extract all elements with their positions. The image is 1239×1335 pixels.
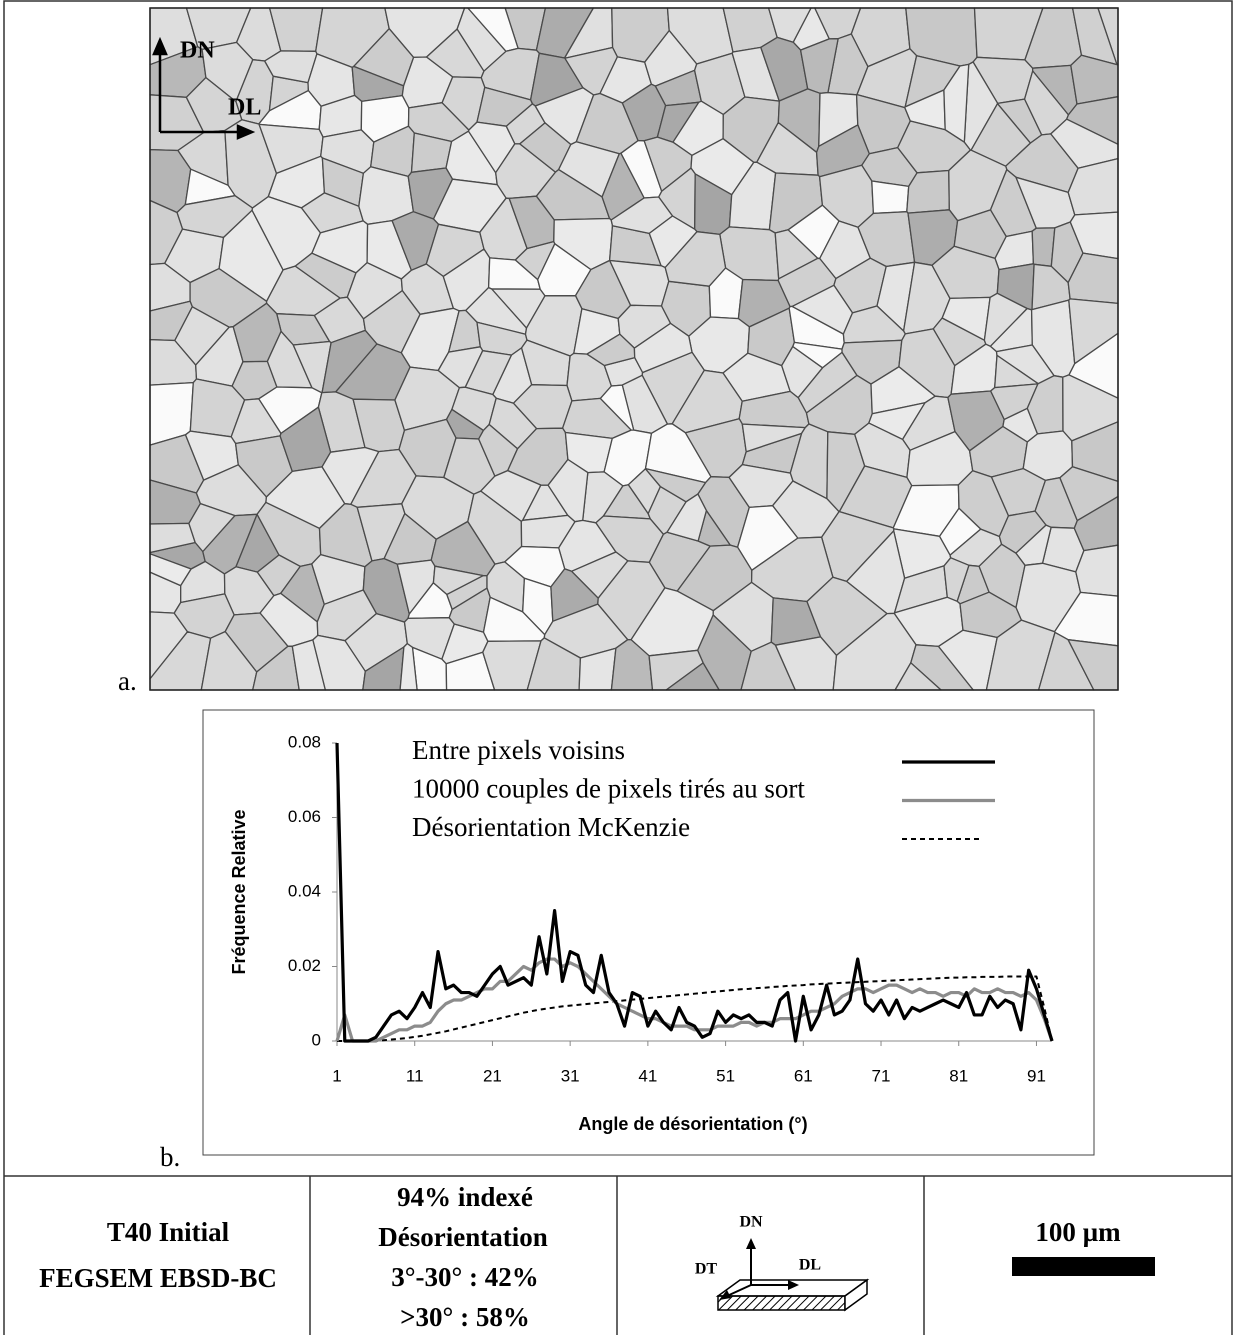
arrow-head (152, 36, 168, 56)
arrow (726, 1284, 752, 1297)
table-cell: FEGSEM EBSD-BC (39, 1263, 277, 1293)
chart: 00.020.040.060.081 11 21 31 41 51 61 71 81 91Angl… (229, 732, 1054, 1134)
slab-face (717, 1295, 846, 1311)
x-tick-label: 81 (949, 1066, 968, 1085)
legend-label: Entre pixels voisins (412, 735, 625, 765)
map-axes (152, 36, 256, 140)
x-tick-label: 1 (332, 1066, 341, 1085)
scale-bar (1012, 1257, 1155, 1276)
grain (871, 180, 910, 215)
sample-frame-icon (715, 1238, 870, 1312)
x-tick-label: 11 (406, 1066, 424, 1085)
chart-frame (202, 709, 1095, 1156)
slab-side (844, 1278, 868, 1312)
arrow-head (719, 1290, 731, 1300)
panel-label: b. (160, 1142, 180, 1172)
info-table (4, 1175, 1232, 1335)
series-line (335, 742, 1054, 1043)
arrow-head (746, 1238, 756, 1249)
axis-label: DN (180, 38, 215, 64)
grain (508, 195, 555, 250)
x-tick-label: 51 (716, 1066, 735, 1085)
table-cell: 3°-30° : 42% (391, 1262, 539, 1292)
outer-frame (3, 0, 1233, 1335)
grain-map (149, 7, 1119, 691)
x-tick-label: 91 (1027, 1066, 1046, 1085)
y-axis-label: Fréquence Relative (229, 809, 249, 974)
grain (633, 322, 693, 374)
table-cell: T40 Initial (107, 1217, 230, 1247)
panel-label: a. (118, 666, 137, 696)
x-axis-label: Angle de désorientation (°) (578, 1114, 807, 1134)
x-tick-label: 41 (638, 1066, 657, 1085)
icon-label: DN (739, 1214, 763, 1231)
y-tick-label: 0.04 (288, 881, 321, 900)
y-tick-label: 0 (312, 1030, 321, 1049)
grain (188, 502, 236, 553)
series-line (335, 957, 1054, 1043)
y-tick-label: 0.06 (288, 807, 321, 826)
y-tick-label: 0.02 (288, 956, 321, 975)
legend-label: 10000 couples de pixels tirés au sort (412, 774, 805, 804)
y-tick-label: 0.08 (288, 732, 321, 751)
grain (990, 383, 1039, 421)
grain (432, 565, 484, 596)
grain (943, 63, 970, 143)
table-cell: >30° : 58% (400, 1302, 530, 1332)
table-cell: Désorientation (378, 1222, 547, 1252)
grain (599, 384, 635, 431)
grain (1070, 54, 1119, 105)
map-frame (149, 7, 1119, 691)
icon-label: DL (799, 1257, 821, 1274)
arrow-head (788, 1280, 799, 1290)
scale-bar-label: 100 µm (1035, 1217, 1121, 1247)
axis-label: DL (228, 95, 261, 121)
series-line (337, 975, 1053, 1042)
icon-label: DT (695, 1261, 718, 1278)
x-tick-label: 21 (483, 1066, 502, 1085)
legend-label: Désorientation McKenzie (412, 812, 690, 842)
arrow-head (236, 124, 256, 140)
grain (666, 493, 708, 542)
table-cell: 94% indexé (397, 1182, 533, 1212)
x-tick-label: 71 (872, 1066, 891, 1085)
x-tick-label: 31 (561, 1066, 580, 1085)
x-tick-label: 61 (794, 1066, 813, 1085)
